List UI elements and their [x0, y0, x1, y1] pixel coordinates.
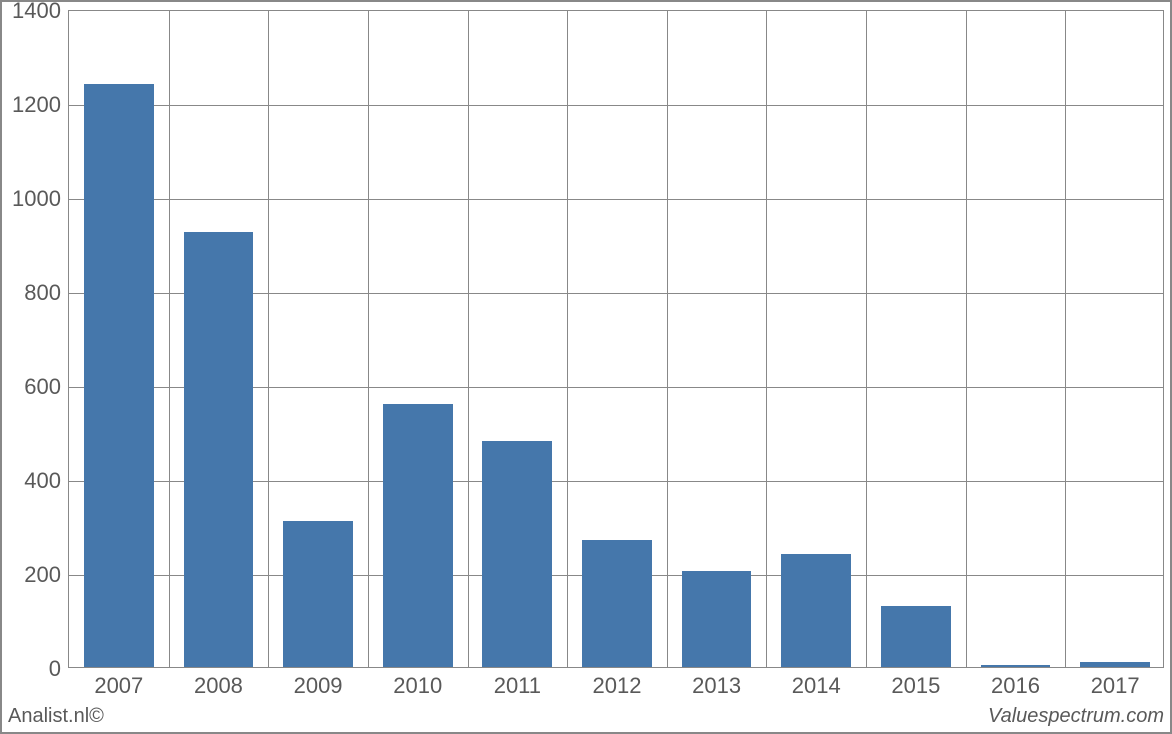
x-axis-tick-label: 2013	[692, 673, 741, 699]
bar	[981, 665, 1051, 667]
gridline-vertical	[368, 11, 369, 667]
gridline-vertical	[966, 11, 967, 667]
gridline-vertical	[667, 11, 668, 667]
gridline-vertical	[268, 11, 269, 667]
gridline-vertical	[1065, 11, 1066, 667]
y-axis-tick-label: 0	[49, 656, 61, 682]
bar	[781, 554, 851, 667]
x-axis-tick-label: 2007	[94, 673, 143, 699]
x-axis-tick-label: 2009	[294, 673, 343, 699]
y-axis-tick-label: 400	[24, 468, 61, 494]
x-axis-tick-label: 2012	[593, 673, 642, 699]
bar	[482, 441, 552, 667]
x-axis-tick-label: 2014	[792, 673, 841, 699]
x-axis-tick-label: 2008	[194, 673, 243, 699]
gridline-horizontal	[69, 199, 1163, 200]
bar	[383, 404, 453, 667]
gridline-vertical	[169, 11, 170, 667]
bar	[682, 571, 752, 667]
bar	[582, 540, 652, 667]
gridline-vertical	[567, 11, 568, 667]
gridline-horizontal	[69, 105, 1163, 106]
y-axis-tick-label: 600	[24, 374, 61, 400]
gridline-vertical	[468, 11, 469, 667]
bar	[1080, 662, 1150, 667]
x-axis-tick-label: 2010	[393, 673, 442, 699]
y-axis-tick-label: 1400	[12, 0, 61, 24]
bar	[84, 84, 154, 667]
footer-left-credit: Analist.nl©	[8, 705, 104, 728]
bar	[184, 232, 254, 667]
chart-container: 0 200 400 600 800 1000 1200 1400 2007 2008 2009 201…	[0, 0, 1172, 734]
gridline-vertical	[866, 11, 867, 667]
x-axis-tick-label: 2015	[891, 673, 940, 699]
x-axis-tick-label: 2017	[1091, 673, 1140, 699]
y-axis-tick-label: 200	[24, 562, 61, 588]
y-axis-tick-label: 1000	[12, 186, 61, 212]
gridline-vertical	[766, 11, 767, 667]
y-axis-tick-label: 800	[24, 280, 61, 306]
bar	[283, 521, 353, 667]
x-axis-tick-label: 2016	[991, 673, 1040, 699]
footer-right-credit: Valuespectrum.com	[988, 705, 1164, 728]
y-axis-tick-label: 1200	[12, 92, 61, 118]
x-axis-tick-label: 2011	[494, 673, 541, 699]
bar	[881, 606, 951, 667]
plot-area: 0200400600800100012001400200720082009201…	[68, 10, 1164, 668]
